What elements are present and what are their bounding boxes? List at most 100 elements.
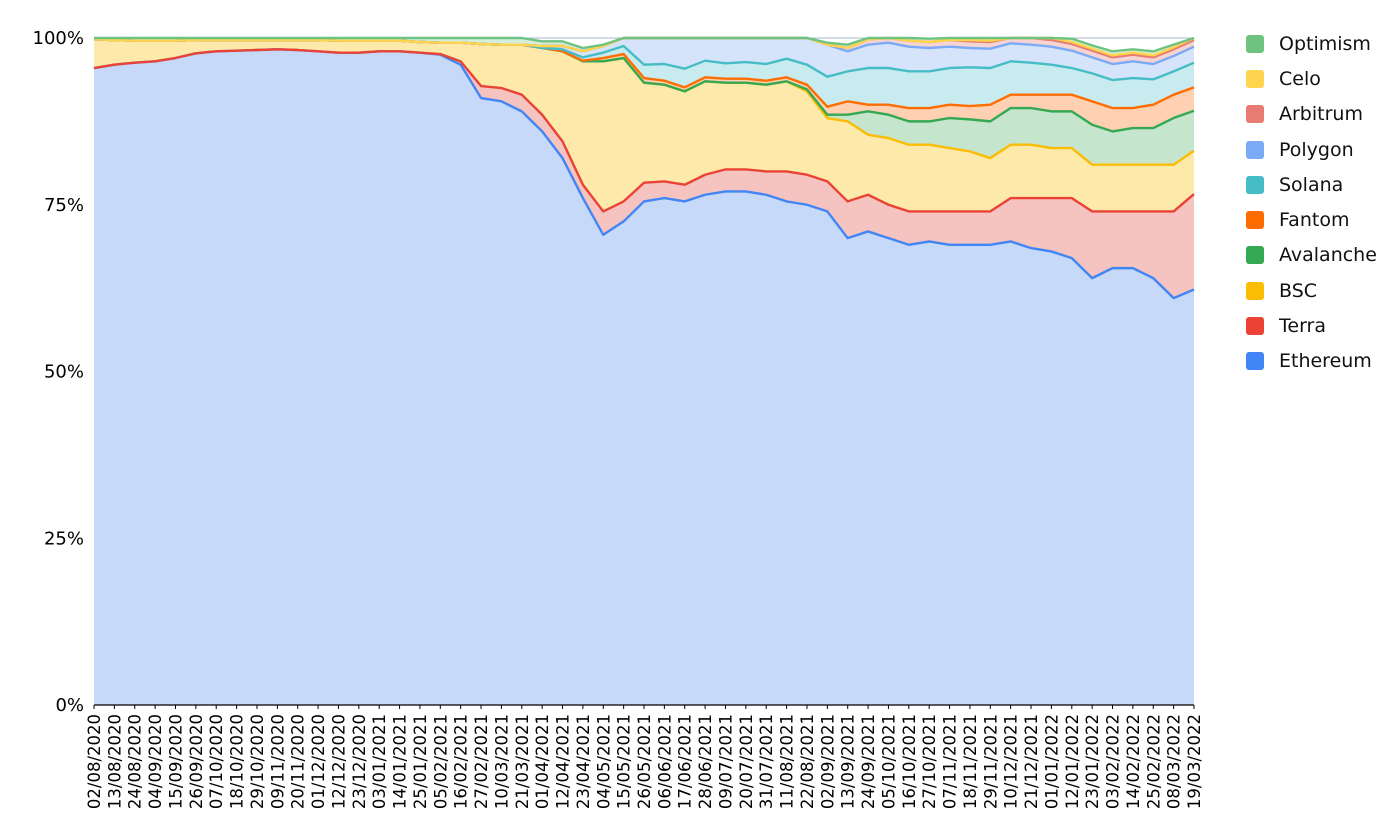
legend-swatch bbox=[1246, 246, 1264, 265]
legend-label: Terra bbox=[1279, 315, 1326, 338]
series-areas bbox=[94, 38, 1194, 705]
legend-label: Optimism bbox=[1279, 32, 1371, 55]
legend: Optimism Celo Arbitrum Polygon Solana Fantom A… bbox=[1246, 26, 1377, 379]
x-tick-label: 12/04/2021 bbox=[554, 714, 573, 809]
legend-label: Fantom bbox=[1279, 209, 1350, 232]
x-tick-label: 13/09/2021 bbox=[839, 714, 858, 809]
legend-swatch bbox=[1246, 175, 1264, 194]
x-tick-label: 09/07/2021 bbox=[716, 714, 735, 809]
y-tick-label: 50% bbox=[44, 362, 84, 383]
x-tick-label: 15/09/2020 bbox=[166, 714, 185, 809]
legend-label: Celo bbox=[1279, 67, 1321, 90]
legend-item-solana: Solana bbox=[1246, 167, 1377, 202]
legend-item-terra: Terra bbox=[1246, 308, 1377, 343]
x-tick-label: 25/01/2021 bbox=[411, 714, 430, 809]
legend-item-fantom: Fantom bbox=[1246, 202, 1377, 237]
x-tick-label: 24/09/2021 bbox=[859, 714, 878, 809]
y-tick-label: 75% bbox=[44, 195, 84, 216]
legend-item-bsc: BSC bbox=[1246, 273, 1377, 308]
x-tick-label: 24/08/2020 bbox=[126, 714, 145, 809]
y-tick-label: 25% bbox=[44, 528, 84, 549]
x-tick-label: 21/12/2021 bbox=[1022, 714, 1041, 809]
x-tick-label: 27/10/2021 bbox=[920, 714, 939, 809]
x-tick-label: 04/09/2020 bbox=[146, 714, 165, 809]
legend-label: Avalanche bbox=[1279, 244, 1377, 267]
x-tick-label: 02/09/2021 bbox=[818, 714, 837, 809]
legend-item-optimism: Optimism bbox=[1246, 26, 1377, 61]
x-tick-label: 01/01/2022 bbox=[1042, 714, 1061, 809]
legend-item-ethereum: Ethereum bbox=[1246, 344, 1377, 379]
x-tick-label: 16/02/2021 bbox=[452, 714, 471, 809]
x-tick-label: 20/11/2020 bbox=[289, 714, 308, 809]
area-ethereum bbox=[94, 49, 1194, 705]
line-terra bbox=[93, 48, 1195, 213]
x-tick-label: 17/06/2021 bbox=[676, 714, 695, 809]
legend-swatch bbox=[1246, 211, 1264, 230]
x-tick-label: 09/11/2020 bbox=[268, 714, 287, 809]
legend-item-avalanche: Avalanche bbox=[1246, 238, 1377, 273]
legend-label: BSC bbox=[1279, 279, 1318, 302]
area-solana bbox=[94, 39, 1194, 109]
x-tick-label: 29/11/2021 bbox=[981, 714, 1000, 809]
legend-swatch bbox=[1246, 352, 1264, 371]
y-tick-labels: 0% 25% 50% 75% 100% bbox=[33, 28, 84, 716]
x-tick-labels: 02/08/2020 13/08/2020 24/08/2020 04/09/2020… bbox=[85, 705, 1204, 809]
legend-swatch bbox=[1246, 140, 1264, 159]
legend-item-polygon: Polygon bbox=[1246, 132, 1377, 167]
x-tick-label: 29/10/2020 bbox=[248, 714, 267, 809]
line-optimism bbox=[94, 36, 1195, 53]
x-tick-label: 21/03/2021 bbox=[513, 714, 532, 809]
legend-label: Solana bbox=[1279, 173, 1344, 196]
x-tick-label: 20/07/2021 bbox=[737, 714, 756, 809]
x-tick-label: 18/10/2020 bbox=[228, 714, 247, 809]
x-tick-label: 10/12/2021 bbox=[1002, 714, 1021, 809]
area-avalanche bbox=[94, 39, 1194, 165]
legend-swatch bbox=[1246, 317, 1264, 336]
x-tick-label: 12/12/2020 bbox=[329, 714, 348, 809]
x-tick-label: 23/12/2020 bbox=[350, 714, 369, 809]
x-tick-label: 31/07/2021 bbox=[757, 714, 776, 809]
y-tick-label: 100% bbox=[33, 28, 84, 49]
x-tick-label: 07/10/2020 bbox=[207, 714, 226, 809]
x-tick-label: 16/10/2021 bbox=[900, 714, 919, 809]
legend-swatch bbox=[1246, 105, 1264, 124]
legend-item-celo: Celo bbox=[1246, 61, 1377, 96]
legend-swatch bbox=[1246, 69, 1264, 88]
x-tick-label: 02/08/2020 bbox=[85, 714, 104, 809]
series-lines bbox=[93, 36, 1195, 300]
x-tick-label: 15/05/2021 bbox=[615, 714, 634, 809]
x-tick-label: 05/10/2021 bbox=[879, 714, 898, 809]
x-tick-label: 03/02/2022 bbox=[1104, 714, 1123, 809]
x-tick-label: 12/01/2022 bbox=[1063, 714, 1082, 809]
x-tick-label: 27/02/2021 bbox=[472, 714, 491, 809]
x-tick-label: 26/05/2021 bbox=[635, 714, 654, 809]
x-tick-label: 22/08/2021 bbox=[798, 714, 817, 809]
x-tick-label: 04/05/2021 bbox=[594, 714, 613, 809]
x-tick-label: 14/01/2021 bbox=[391, 714, 410, 809]
x-tick-label: 26/09/2020 bbox=[187, 714, 206, 809]
area-arbitrum bbox=[94, 38, 1194, 65]
x-tick-label: 01/12/2020 bbox=[309, 714, 328, 809]
legend-item-arbitrum: Arbitrum bbox=[1246, 97, 1377, 132]
x-tick-label: 10/03/2021 bbox=[492, 714, 511, 809]
legend-swatch bbox=[1246, 34, 1264, 53]
x-tick-label: 05/02/2021 bbox=[431, 714, 450, 809]
x-tick-label: 03/01/2021 bbox=[370, 714, 389, 809]
legend-label: Arbitrum bbox=[1279, 103, 1363, 126]
x-tick-label: 19/03/2022 bbox=[1185, 714, 1204, 809]
x-tick-label: 23/01/2022 bbox=[1083, 714, 1102, 809]
x-tick-label: 13/08/2020 bbox=[105, 714, 124, 809]
x-tick-label: 11/08/2021 bbox=[778, 714, 797, 809]
x-tick-label: 25/02/2022 bbox=[1144, 714, 1163, 809]
x-tick-label: 23/04/2021 bbox=[574, 714, 593, 809]
x-tick-label: 28/06/2021 bbox=[696, 714, 715, 809]
x-tick-label: 07/11/2021 bbox=[941, 714, 960, 809]
x-tick-label: 01/04/2021 bbox=[533, 714, 552, 809]
legend-label: Ethereum bbox=[1279, 350, 1372, 373]
x-tick-label: 18/11/2021 bbox=[961, 714, 980, 809]
area-terra bbox=[94, 49, 1194, 299]
area-bsc bbox=[94, 39, 1194, 212]
y-tick-label: 0% bbox=[55, 695, 84, 716]
